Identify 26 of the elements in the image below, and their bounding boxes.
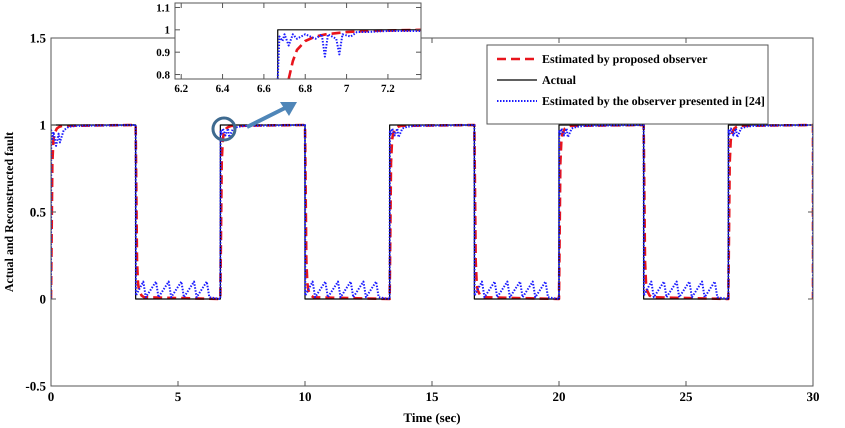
legend-label: Estimated by proposed observer (542, 52, 708, 66)
y-tick-label: 0.5 (30, 204, 46, 220)
x-tick-label: 6.8 (298, 83, 313, 95)
x-tick-label: 6.6 (257, 83, 272, 95)
x-tick-label: 25 (680, 389, 693, 404)
y-tick-label: 0.9 (156, 47, 170, 60)
x-tick-label: 6.2 (174, 83, 189, 95)
x-tick-label: 7.2 (381, 83, 396, 95)
legend-label: Estimated by the observer presented in [24] (542, 94, 765, 108)
y-tick-label: 0 (40, 292, 46, 307)
y-tick-label: 0.8 (156, 69, 170, 82)
y-tick-label: 1 (164, 24, 170, 37)
x-tick-label: 30 (806, 389, 820, 404)
y-tick-label: 1.1 (156, 2, 170, 14)
x-tick-label: 7 (344, 83, 350, 95)
x-tick-label: 6.4 (216, 83, 230, 95)
x-tick-label: 10 (298, 389, 312, 404)
y-tick-label: 1 (40, 118, 46, 133)
legend-label: Actual (542, 73, 577, 88)
x-tick-label: 5 (174, 389, 182, 404)
x-tick-label: 20 (552, 389, 566, 404)
x-axis-title: Time (sec) (403, 410, 461, 425)
x-tick-label: 15 (426, 389, 439, 404)
y-tick-label: -0.5 (25, 378, 46, 394)
y-tick-label: 1.5 (30, 30, 46, 46)
y-axis-title: Actual and Reconstructed fault (2, 132, 16, 292)
